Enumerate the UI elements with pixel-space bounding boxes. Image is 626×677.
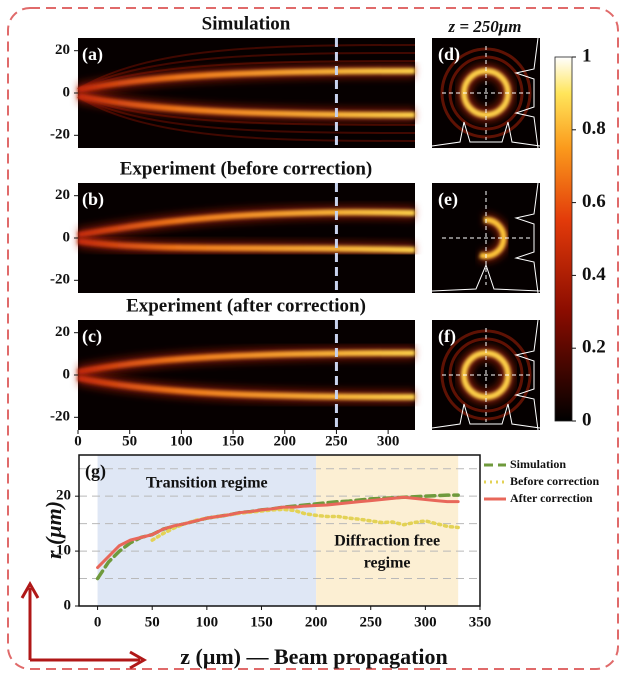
series-line [96,495,460,570]
colorbar-tick-label: 0 [582,409,592,430]
colorbar-tick-label: 1 [582,45,592,66]
y-tick-label: 10 [56,543,71,559]
heatmap [78,183,415,293]
legend-label: Simulation [510,457,566,471]
x-tick-label: 300 [414,614,437,630]
colorbar-tick-label: 0.2 [582,337,606,358]
y-tick-label: 20 [55,324,70,340]
band [77,93,416,118]
band [77,375,416,400]
y-tick-label: 20 [55,187,70,203]
x-tick-label: 100 [170,433,193,449]
panel-title: Experiment (before correction) [120,158,373,179]
side-lobe [77,52,416,90]
band [77,209,416,238]
arrow-right [30,650,148,670]
plot-frame [78,454,481,607]
x-tick-label: 250 [359,614,382,630]
region-label: Diffraction free [334,533,440,550]
region-label: Transition regime [146,475,268,492]
y-tick-label: 20 [55,42,70,58]
x-tick-label: 0 [74,433,82,449]
y-tick-label: 0 [63,84,71,100]
profile-curve [514,37,539,149]
legend-label: Before correction [510,474,600,488]
y-tick-label: 20 [56,488,71,504]
x-axis-label: z (μm) — Beam propagation [180,644,448,669]
side-lobe [77,44,416,90]
column-title: z = 250μm [448,17,522,36]
region [316,455,459,606]
panel-label: (e) [438,189,458,210]
colorbar [554,56,573,422]
y-tick-label: 0 [63,366,71,382]
y-tick-label: -20 [50,127,70,143]
panel-label: (c) [82,326,102,347]
region [97,455,317,606]
colorbar-tick-label: 0.6 [582,191,606,212]
frame [7,7,619,670]
beam-bands [76,346,416,404]
panel-title: Simulation [202,13,291,34]
x-tick-label: 200 [305,614,328,630]
band [77,238,416,253]
band [77,68,416,93]
profile-curve [514,319,539,431]
x-tick-label: 150 [250,614,273,630]
x-tick-label: 150 [222,433,245,449]
y-tick-label: -20 [50,409,70,425]
y-tick-label: 0 [64,597,72,613]
x-tick-label: 0 [94,614,102,630]
panel-label: (g) [85,461,106,482]
profile-curve [431,403,541,429]
profile-curve [431,121,541,147]
panel-title: Experiment (after correction) [126,295,366,316]
y-tick-label: -20 [50,272,70,288]
panel-label: (f) [438,326,456,347]
arrow-up [20,580,40,660]
heatmap [78,320,415,430]
profile-curve [431,263,541,292]
panel-label: (a) [82,44,103,65]
colorbar-tick-label: 0.8 [582,118,606,139]
beam-bands [76,205,416,257]
x-tick-label: 300 [377,433,400,449]
ring [479,216,507,259]
side-lobe [77,96,416,134]
crosshair [442,191,530,285]
y-tick-label: 0 [63,229,71,245]
colorbar-tick-label: 0.4 [582,264,606,285]
crosshair [442,328,530,422]
x-tick-label: 200 [273,433,296,449]
heatmap [78,38,415,148]
band [77,350,416,375]
x-tick-label: 250 [325,433,348,449]
x-tick-label: 50 [145,614,160,630]
crosshair [442,46,530,140]
profile-curve [514,182,539,294]
panel-label: (b) [82,189,104,210]
region-label: regime [364,555,411,572]
x-tick-label: 350 [469,614,492,630]
y-axis-label: r (μm) [41,501,66,559]
panel-label: (d) [438,44,460,65]
x-tick-label: 50 [122,433,137,449]
side-lobe [77,96,416,142]
x-tick-label: 100 [196,614,219,630]
beam-bands [76,44,416,142]
legend-label: After correction [510,491,593,505]
